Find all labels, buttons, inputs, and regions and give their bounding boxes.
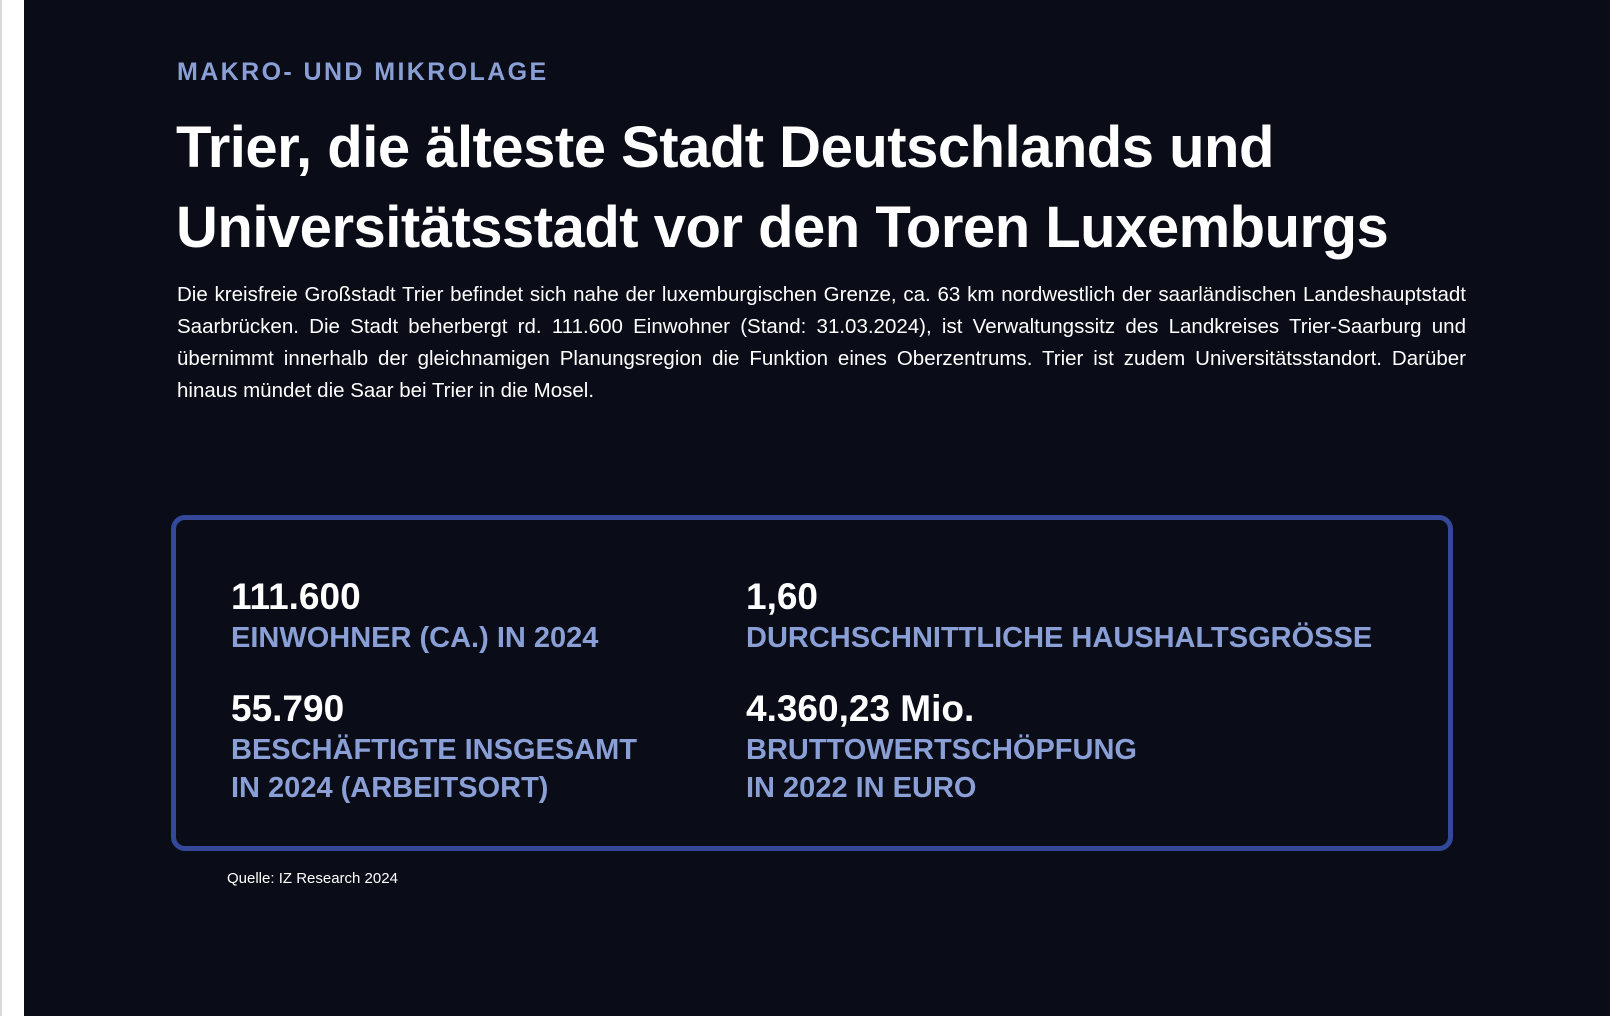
fact-value: 1,60 xyxy=(746,576,819,617)
page-edge xyxy=(0,0,2,1016)
intro-paragraph: Die kreisfreie Großstadt Trier befindet … xyxy=(177,283,1466,402)
key-facts-box: 111.600 EINWOHNER (CA.) IN 2024 1,60 DUR… xyxy=(171,515,1453,851)
fact-gross-value-added: 4.360,23 Mio. BRUTTOWERTSCHÖPFUNG IN 202… xyxy=(746,687,1137,807)
fact-label: BRUTTOWERTSCHÖPFUNG IN 2022 IN EURO xyxy=(746,734,1137,804)
fact-household-size: 1,60 DURCHSCHNITTLICHE HAUSHALTSGRÖSSE xyxy=(746,575,1372,657)
source-note: Quelle: IZ Research 2024 xyxy=(227,870,398,887)
section-kicker: MAKRO- UND MIKROLAGE xyxy=(177,58,549,86)
document-page: MAKRO- UND MIKROLAGE Trier, die älteste … xyxy=(24,0,1610,1016)
fact-value: 55.790 xyxy=(231,688,345,729)
fact-label: BESCHÄFTIGTE INSGESAMT IN 2024 (ARBEITSO… xyxy=(231,734,638,804)
fact-value: 111.600 xyxy=(231,576,361,617)
fact-label: EINWOHNER (CA.) IN 2024 xyxy=(231,622,599,654)
page-headline: Trier, die älteste Stadt Deutschlands un… xyxy=(176,115,1389,260)
fact-population: 111.600 EINWOHNER (CA.) IN 2024 xyxy=(231,575,598,657)
fact-label: DURCHSCHNITTLICHE HAUSHALTSGRÖSSE xyxy=(746,622,1373,654)
fact-value: 4.360,23 Mio. xyxy=(746,688,975,729)
fact-employees: 55.790 BESCHÄFTIGTE INSGESAMT IN 2024 (A… xyxy=(231,687,637,807)
